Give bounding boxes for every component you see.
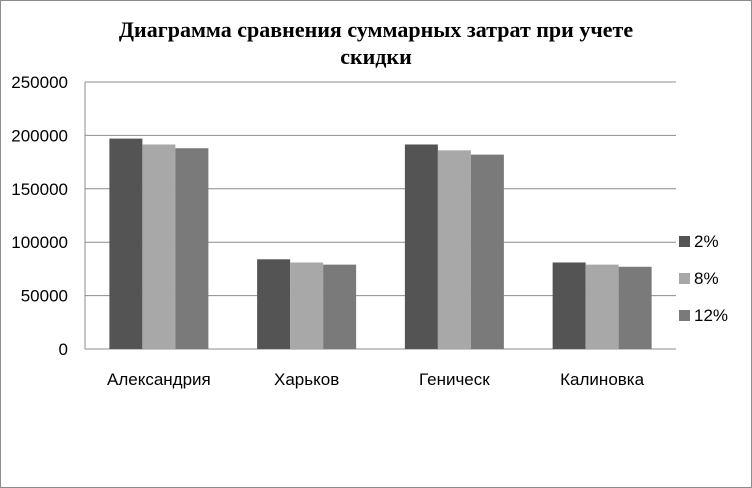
legend-swatch [679, 273, 690, 284]
legend-label: 12% [694, 306, 728, 325]
y-tick-label: 150000 [11, 180, 68, 199]
bar-8pct-2 [290, 262, 324, 349]
y-tick-label: 100000 [11, 233, 68, 252]
chart-title: Диаграмма сравнения суммарных затрат при… [0, 16, 752, 70]
bar-8pct-4 [585, 264, 619, 349]
legend-label: 2% [694, 232, 719, 251]
y-tick-label: 50000 [21, 287, 68, 306]
x-category-label: Геническ [419, 370, 490, 389]
y-tick-label: 200000 [11, 126, 68, 145]
bar-2pct-3 [404, 144, 438, 349]
bar-8pct-3 [437, 150, 471, 349]
chart-title-line-1: Диаграмма сравнения суммарных затрат при… [118, 17, 634, 42]
x-category-label: Калиновка [560, 370, 644, 389]
legend-swatch [679, 310, 690, 321]
bar-12pct-1 [175, 148, 209, 349]
x-category-label: Харьков [274, 370, 339, 389]
legend-label: 8% [694, 269, 719, 288]
chart-title-line-2: скидки [340, 44, 412, 69]
bar-8pct-1 [142, 144, 176, 349]
bar-12pct-3 [470, 154, 504, 349]
bar-2pct-4 [552, 262, 586, 349]
y-tick-label: 0 [59, 340, 68, 359]
bar-2pct-1 [109, 138, 143, 349]
bar-12pct-2 [323, 264, 357, 349]
bar-12pct-4 [618, 266, 652, 349]
legend-swatch [679, 236, 690, 247]
x-category-label: Александрия [107, 370, 211, 389]
y-tick-label: 250000 [11, 73, 68, 92]
bar-2pct-2 [257, 259, 291, 349]
